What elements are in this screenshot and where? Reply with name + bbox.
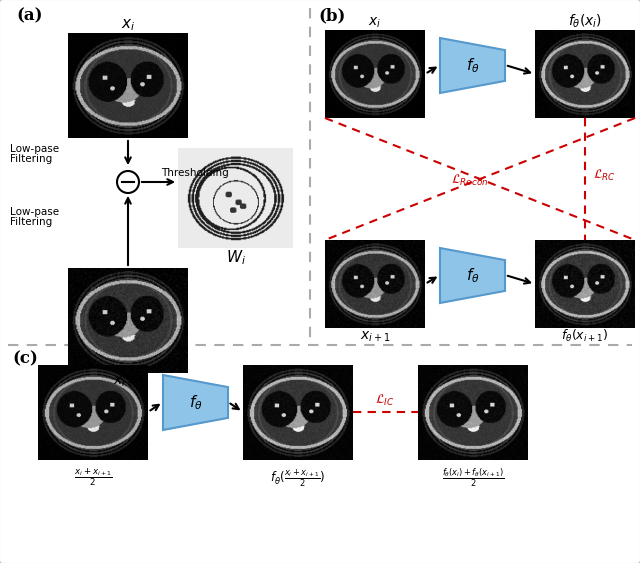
Text: $W_i$: $W_i$ — [225, 248, 246, 267]
Text: $\mathcal{L}_{Recon}$: $\mathcal{L}_{Recon}$ — [451, 173, 489, 188]
Text: (a): (a) — [16, 7, 42, 24]
Text: Low-pase: Low-pase — [10, 207, 59, 217]
Text: $\mathcal{L}_{RC}$: $\mathcal{L}_{RC}$ — [593, 168, 616, 183]
Circle shape — [117, 171, 139, 193]
Text: $f_\theta(x_{i+1})$: $f_\theta(x_{i+1})$ — [561, 328, 609, 344]
Text: $f_\theta$: $f_\theta$ — [189, 393, 202, 412]
Text: Low-pase: Low-pase — [10, 144, 59, 154]
Text: $f_\theta(x_i)$: $f_\theta(x_i)$ — [568, 13, 602, 30]
Text: Filtering: Filtering — [10, 217, 52, 227]
Polygon shape — [440, 248, 505, 303]
Text: $x_i$: $x_i$ — [121, 17, 135, 33]
Text: $f_\theta$: $f_\theta$ — [466, 56, 479, 75]
Text: (b): (b) — [318, 7, 346, 24]
Text: $\frac{f_\theta(x_i) + f_\theta(x_{i+1})}{2}$: $\frac{f_\theta(x_i) + f_\theta(x_{i+1})… — [442, 466, 504, 489]
Text: $x_{i+1}$: $x_{i+1}$ — [113, 375, 143, 390]
Text: $x_i$: $x_i$ — [369, 16, 381, 30]
Text: $f_\theta(\frac{x_i + x_{i+1}}{2})$: $f_\theta(\frac{x_i + x_{i+1}}{2})$ — [270, 467, 326, 489]
Polygon shape — [440, 38, 505, 93]
Polygon shape — [163, 375, 228, 430]
Text: $\mathcal{L}_{IC}$: $\mathcal{L}_{IC}$ — [375, 393, 395, 408]
Text: $\frac{x_i + x_{i+1}}{2}$: $\frac{x_i + x_{i+1}}{2}$ — [74, 467, 113, 489]
Text: (c): (c) — [12, 350, 38, 367]
Text: $f_\theta$: $f_\theta$ — [466, 266, 479, 285]
Text: Filtering: Filtering — [10, 154, 52, 164]
Text: $x_{i+1}$: $x_{i+1}$ — [360, 330, 390, 345]
Text: Thresholding: Thresholding — [161, 168, 229, 178]
